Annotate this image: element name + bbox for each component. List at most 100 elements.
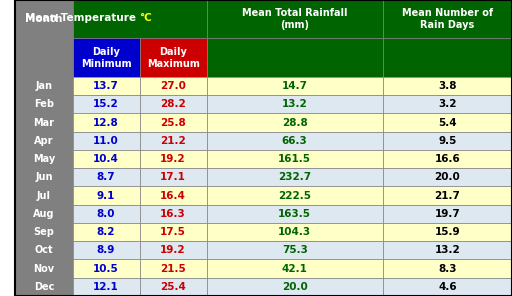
Bar bbox=[140, 168, 207, 186]
Text: 3.8: 3.8 bbox=[438, 81, 457, 91]
Text: 42.1: 42.1 bbox=[282, 264, 308, 274]
Text: 4.6: 4.6 bbox=[438, 282, 457, 292]
Text: Mean Number of
Rain Days: Mean Number of Rain Days bbox=[402, 9, 493, 30]
Bar bbox=[383, 260, 512, 278]
Text: 19.2: 19.2 bbox=[160, 245, 186, 255]
Bar bbox=[207, 260, 383, 278]
Bar bbox=[15, 186, 73, 205]
Bar bbox=[383, 150, 512, 168]
Text: Jan: Jan bbox=[35, 81, 52, 91]
Bar bbox=[15, 113, 73, 132]
Text: 16.4: 16.4 bbox=[160, 191, 186, 201]
Bar bbox=[73, 132, 140, 150]
Text: 12.1: 12.1 bbox=[93, 282, 119, 292]
Text: 8.0: 8.0 bbox=[97, 209, 115, 219]
Text: 66.3: 66.3 bbox=[282, 136, 308, 146]
Text: 8.2: 8.2 bbox=[97, 227, 115, 237]
Text: 14.7: 14.7 bbox=[282, 81, 308, 91]
Text: 27.0: 27.0 bbox=[160, 81, 186, 91]
Bar bbox=[207, 168, 383, 186]
Text: 75.3: 75.3 bbox=[282, 245, 308, 255]
Bar bbox=[15, 278, 73, 296]
Bar bbox=[73, 0, 207, 38]
Bar bbox=[207, 223, 383, 241]
Text: 16.6: 16.6 bbox=[435, 154, 460, 164]
Text: 21.5: 21.5 bbox=[160, 264, 186, 274]
Bar bbox=[207, 0, 383, 38]
Bar bbox=[140, 132, 207, 150]
Bar bbox=[73, 168, 140, 186]
Text: 25.4: 25.4 bbox=[160, 282, 186, 292]
Bar bbox=[15, 205, 73, 223]
Bar bbox=[383, 223, 512, 241]
Text: 163.5: 163.5 bbox=[278, 209, 311, 219]
Text: Mean Temperature: Mean Temperature bbox=[25, 13, 140, 23]
Bar bbox=[15, 223, 73, 241]
Text: 5.4: 5.4 bbox=[438, 118, 457, 128]
Bar bbox=[140, 278, 207, 296]
Bar bbox=[383, 95, 512, 113]
Bar bbox=[140, 113, 207, 132]
Bar bbox=[383, 168, 512, 186]
Bar bbox=[207, 186, 383, 205]
Bar bbox=[140, 223, 207, 241]
Bar bbox=[140, 241, 207, 260]
Bar bbox=[15, 0, 73, 38]
Text: Oct: Oct bbox=[35, 245, 53, 255]
Text: Daily
Minimum: Daily Minimum bbox=[81, 47, 132, 68]
Text: °C: °C bbox=[140, 13, 152, 23]
Text: Month: Month bbox=[25, 14, 62, 24]
Bar bbox=[15, 150, 73, 168]
Bar bbox=[383, 132, 512, 150]
Text: Nov: Nov bbox=[33, 264, 55, 274]
Text: 17.5: 17.5 bbox=[160, 227, 186, 237]
Bar bbox=[140, 260, 207, 278]
Bar bbox=[383, 241, 512, 260]
Bar bbox=[207, 95, 383, 113]
Bar bbox=[383, 186, 512, 205]
Text: 25.8: 25.8 bbox=[160, 118, 186, 128]
Text: Sep: Sep bbox=[34, 227, 54, 237]
Text: 13.2: 13.2 bbox=[435, 245, 460, 255]
Bar bbox=[140, 186, 207, 205]
Bar bbox=[383, 77, 512, 95]
Bar bbox=[73, 205, 140, 223]
Bar bbox=[15, 168, 73, 186]
Text: 10.4: 10.4 bbox=[93, 154, 119, 164]
Bar bbox=[140, 38, 207, 77]
Bar bbox=[73, 113, 140, 132]
Bar bbox=[207, 132, 383, 150]
Text: Mean Total Rainfall
(mm): Mean Total Rainfall (mm) bbox=[242, 9, 348, 30]
Text: 232.7: 232.7 bbox=[278, 172, 311, 182]
Text: 19.2: 19.2 bbox=[160, 154, 186, 164]
Text: Jun: Jun bbox=[35, 172, 53, 182]
Text: Mar: Mar bbox=[33, 118, 54, 128]
Text: 13.7: 13.7 bbox=[93, 81, 119, 91]
Bar bbox=[140, 95, 207, 113]
Bar bbox=[383, 38, 512, 77]
Bar bbox=[73, 77, 140, 95]
Bar bbox=[207, 77, 383, 95]
Text: 222.5: 222.5 bbox=[278, 191, 311, 201]
Text: Feb: Feb bbox=[34, 99, 54, 109]
Text: 20.0: 20.0 bbox=[282, 282, 308, 292]
Bar bbox=[383, 205, 512, 223]
Bar bbox=[140, 150, 207, 168]
Bar bbox=[73, 150, 140, 168]
Text: 12.8: 12.8 bbox=[93, 118, 119, 128]
Text: 10.5: 10.5 bbox=[93, 264, 119, 274]
Text: 3.2: 3.2 bbox=[438, 99, 457, 109]
Bar bbox=[15, 38, 73, 77]
Bar bbox=[383, 0, 512, 38]
Bar bbox=[15, 241, 73, 260]
Text: 28.2: 28.2 bbox=[160, 99, 186, 109]
Text: 21.7: 21.7 bbox=[435, 191, 460, 201]
Bar bbox=[207, 150, 383, 168]
Text: Daily
Maximum: Daily Maximum bbox=[146, 47, 200, 68]
Bar bbox=[73, 223, 140, 241]
Text: 19.7: 19.7 bbox=[435, 209, 460, 219]
Text: 104.3: 104.3 bbox=[278, 227, 311, 237]
Bar bbox=[383, 278, 512, 296]
Bar bbox=[140, 205, 207, 223]
Bar bbox=[15, 132, 73, 150]
